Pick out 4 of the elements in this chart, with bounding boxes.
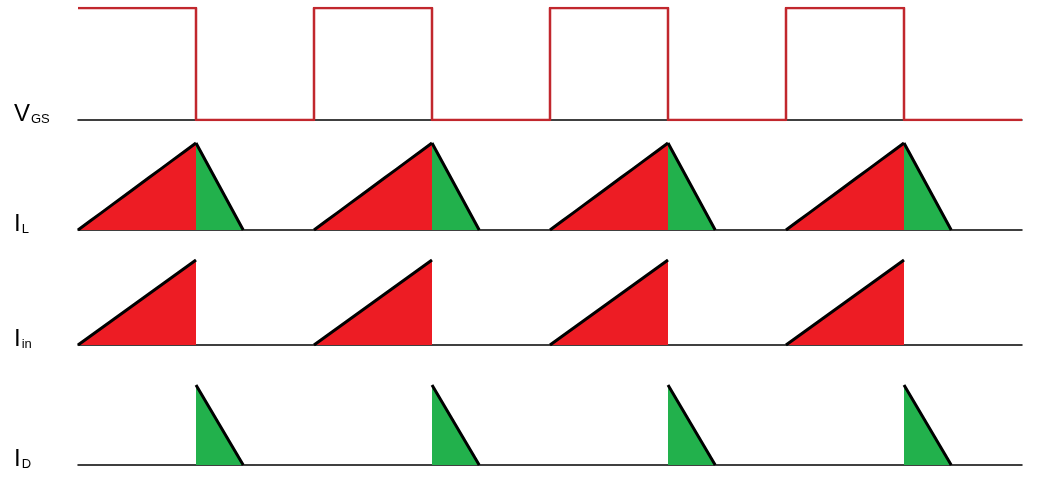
y-axis-title: VGS: [14, 99, 51, 126]
y-axis-title: Iin: [14, 324, 32, 351]
y-axis-title: IL: [14, 209, 29, 236]
y-axis-title: ID: [14, 444, 32, 471]
